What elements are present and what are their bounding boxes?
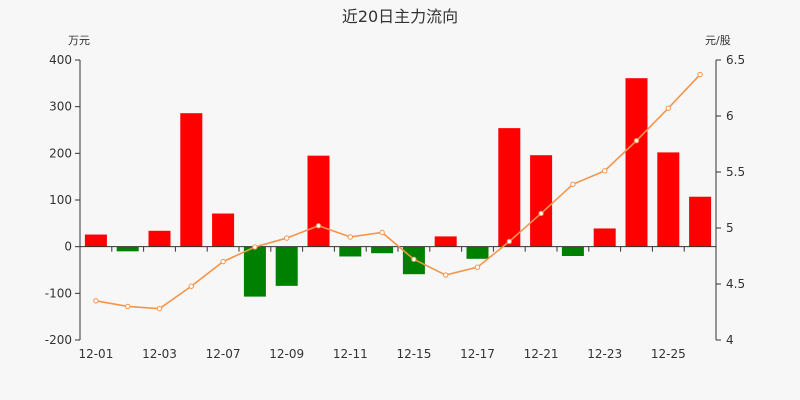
price-point — [220, 258, 226, 265]
left-axis-tick-label: 300 — [49, 100, 72, 114]
bar — [212, 213, 235, 247]
left-axis-tick-label: -100 — [45, 286, 72, 300]
left-axis-tick-label: 400 — [49, 53, 72, 67]
right-axis-tick-label: 4 — [726, 333, 734, 347]
right-axis-tick-label: 4.5 — [726, 277, 745, 291]
bar — [434, 236, 457, 247]
x-axis-tick-label: 12-17 — [460, 347, 495, 361]
x-axis-tick-label: 12-01 — [78, 347, 113, 361]
price-point — [538, 210, 544, 217]
x-axis-tick-label: 12-15 — [396, 347, 431, 361]
price-point — [125, 303, 131, 310]
x-axis-tick-label: 12-03 — [142, 347, 177, 361]
x-axis-tick-label: 12-23 — [587, 347, 622, 361]
price-point — [443, 272, 449, 278]
bar — [689, 196, 712, 247]
right-axis-tick-label: 5.5 — [726, 165, 745, 179]
bar — [243, 246, 266, 297]
price-point — [284, 235, 290, 241]
left-axis-unit: 万元 — [68, 34, 90, 47]
price-point — [602, 168, 608, 174]
x-axis-tick-label: 12-25 — [651, 347, 686, 361]
left-axis-tick-label: 200 — [49, 146, 72, 160]
bar — [466, 246, 489, 259]
bar — [371, 246, 394, 254]
price-point — [411, 256, 417, 263]
bar — [657, 152, 680, 247]
price-point — [633, 137, 640, 144]
price-point — [347, 234, 353, 240]
right-axis-tick-label: 6 — [726, 109, 734, 123]
x-axis-tick-label: 12-21 — [524, 347, 559, 361]
price-point — [188, 283, 195, 289]
price-point — [156, 305, 163, 312]
bar — [561, 246, 584, 256]
bar — [148, 230, 171, 247]
bar — [530, 155, 553, 247]
price-point — [506, 238, 512, 245]
price-point — [697, 71, 703, 78]
bar — [625, 78, 648, 247]
bar — [307, 155, 330, 247]
bar — [180, 113, 203, 247]
bar — [339, 246, 362, 257]
x-axis-tick-label: 12-09 — [269, 347, 304, 361]
bar — [593, 228, 616, 247]
right-axis-tick-label: 6.5 — [726, 53, 745, 67]
chart-title: 近20日主力流向 — [341, 7, 459, 26]
bar — [116, 246, 139, 252]
price-point — [474, 264, 481, 270]
price-point — [665, 105, 671, 111]
price-point — [379, 229, 385, 236]
price-point — [93, 298, 99, 304]
price-point — [570, 181, 576, 188]
x-axis-tick-label: 12-07 — [206, 347, 241, 361]
right-axis-unit: 元/股 — [705, 34, 731, 47]
left-axis-tick-label: -200 — [45, 333, 72, 347]
bar — [275, 246, 298, 286]
left-axis-tick-label: 0 — [64, 240, 72, 254]
price-point — [252, 244, 258, 250]
price-point — [315, 223, 322, 229]
right-axis-tick-label: 5 — [726, 221, 734, 235]
x-axis-tick-label: 12-11 — [333, 347, 368, 361]
bar — [84, 234, 107, 247]
left-axis-tick-label: 100 — [49, 193, 72, 207]
bar — [498, 128, 521, 247]
price-line — [95, 74, 701, 310]
